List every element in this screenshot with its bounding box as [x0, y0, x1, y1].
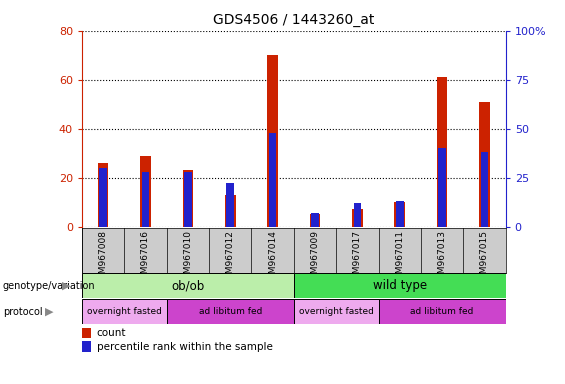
- Text: overnight fasted: overnight fasted: [87, 307, 162, 316]
- Bar: [267, 55, 278, 227]
- Bar: [227, 184, 234, 227]
- Bar: [184, 172, 192, 227]
- Text: GSM967017: GSM967017: [353, 230, 362, 285]
- Text: GSM967011: GSM967011: [396, 230, 404, 285]
- Bar: [311, 213, 319, 227]
- Text: percentile rank within the sample: percentile rank within the sample: [97, 342, 273, 352]
- Bar: [438, 148, 446, 227]
- Bar: [269, 132, 276, 227]
- Text: ▶: ▶: [45, 306, 54, 317]
- Bar: [98, 163, 108, 227]
- Bar: [310, 214, 320, 227]
- Bar: [82, 341, 91, 352]
- Bar: [167, 299, 294, 324]
- Text: GSM967010: GSM967010: [184, 230, 192, 285]
- Text: protocol: protocol: [3, 306, 42, 317]
- Text: genotype/variation: genotype/variation: [3, 281, 95, 291]
- Text: GSM967016: GSM967016: [141, 230, 150, 285]
- Text: ▶: ▶: [62, 281, 71, 291]
- Bar: [294, 273, 506, 298]
- Bar: [294, 299, 379, 324]
- Text: overnight fasted: overnight fasted: [299, 307, 373, 316]
- Bar: [354, 203, 361, 227]
- Text: ob/ob: ob/ob: [171, 280, 205, 292]
- Text: GSM967012: GSM967012: [226, 230, 234, 285]
- Bar: [396, 201, 403, 227]
- Text: ad libitum fed: ad libitum fed: [198, 307, 262, 316]
- Bar: [99, 168, 107, 227]
- Bar: [82, 299, 167, 324]
- Bar: [182, 170, 193, 227]
- Bar: [225, 195, 236, 227]
- Bar: [352, 209, 363, 227]
- Bar: [479, 102, 490, 227]
- Bar: [140, 156, 151, 227]
- Text: ad libitum fed: ad libitum fed: [410, 307, 474, 316]
- Bar: [481, 152, 488, 227]
- Text: GSM967014: GSM967014: [268, 230, 277, 285]
- Bar: [82, 328, 91, 338]
- Bar: [379, 299, 506, 324]
- Bar: [142, 172, 149, 227]
- Bar: [394, 202, 405, 227]
- Text: GSM967009: GSM967009: [311, 230, 319, 285]
- Title: GDS4506 / 1443260_at: GDS4506 / 1443260_at: [213, 13, 375, 27]
- Text: GSM967013: GSM967013: [438, 230, 446, 285]
- Text: GSM967008: GSM967008: [99, 230, 107, 285]
- Text: GSM967015: GSM967015: [480, 230, 489, 285]
- Bar: [82, 273, 294, 298]
- Bar: [437, 77, 447, 227]
- Text: count: count: [97, 328, 126, 338]
- Text: wild type: wild type: [373, 280, 427, 292]
